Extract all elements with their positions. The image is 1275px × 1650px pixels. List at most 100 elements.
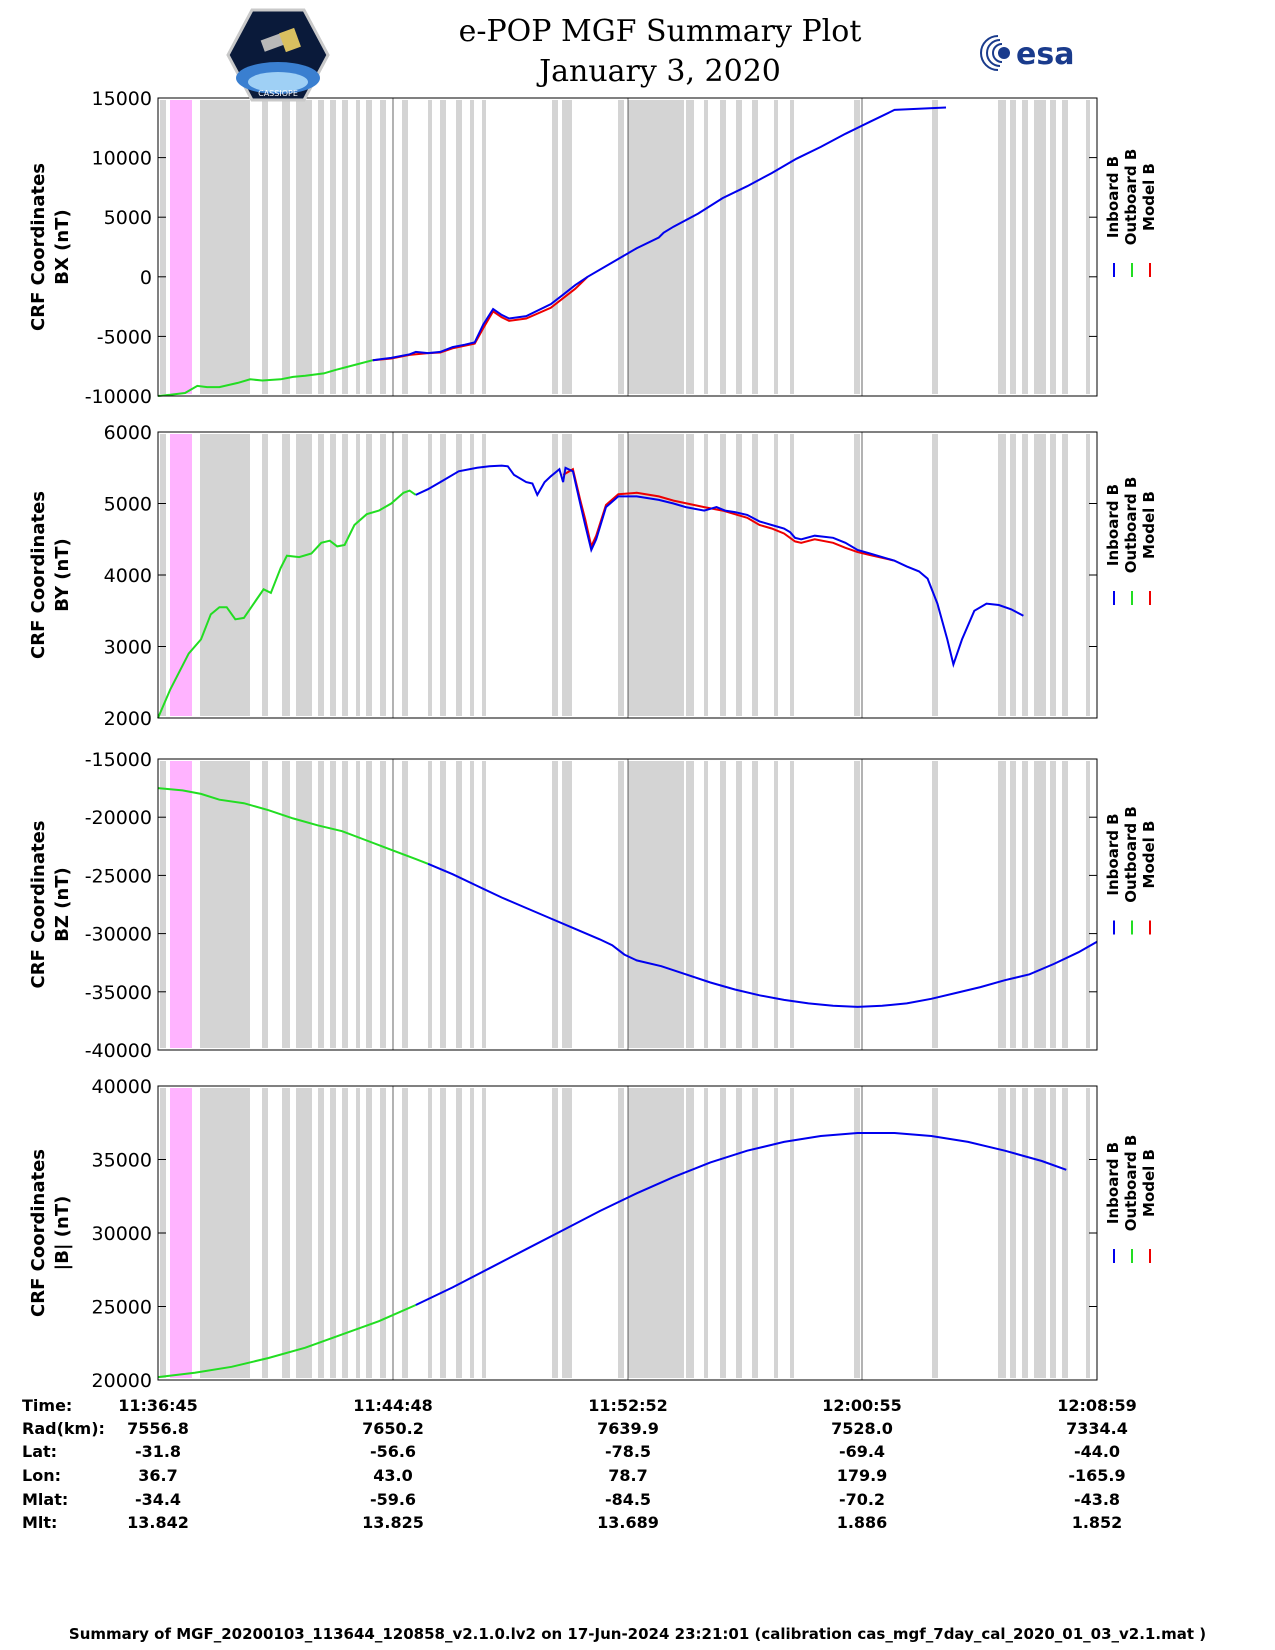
series-line-outboard-b — [157, 489, 417, 719]
legend-label: Outboard B — [1122, 149, 1140, 246]
data-gap-band — [356, 434, 360, 716]
data-gap-band — [854, 761, 860, 1048]
series-line-inboard-b — [427, 862, 1098, 1008]
data-gap-band — [552, 761, 558, 1048]
y-axis-label: CRF Coordinates — [28, 821, 49, 989]
data-gap-band — [380, 100, 386, 394]
info-value: 11:36:45 — [118, 1396, 198, 1415]
data-gap-band — [1086, 1088, 1090, 1378]
y-tick-label: 3000 — [104, 637, 152, 659]
data-gap-band — [998, 100, 1006, 394]
data-gap-band — [1022, 1088, 1028, 1378]
info-value: 13.825 — [362, 1513, 424, 1532]
y-tick-label: 35000 — [92, 1150, 152, 1172]
y-tick-label: -20000 — [85, 807, 152, 829]
data-gap-band — [628, 434, 684, 716]
data-gap-band — [318, 100, 324, 394]
data-gap-band — [282, 761, 290, 1048]
data-gap-band — [1050, 434, 1056, 716]
data-gap-band — [380, 761, 386, 1048]
y-tick-label: -35000 — [85, 982, 152, 1004]
legend-label: Model B — [1140, 163, 1158, 231]
info-value: -69.4 — [838, 1442, 886, 1461]
data-gap-band — [618, 761, 624, 1048]
y-tick-label: 4000 — [104, 565, 152, 587]
footer-caption: Summary of MGF_20200103_113644_120858_v2… — [68, 1625, 1207, 1643]
series-line-inboard-b — [372, 106, 947, 362]
data-gap-band — [262, 761, 268, 1048]
legend-label: Outboard B — [1122, 806, 1140, 903]
data-gap-band — [440, 434, 446, 716]
data-gap-band — [262, 100, 268, 394]
plot-frame — [157, 758, 1098, 1051]
data-gap-band — [628, 761, 684, 1048]
data-gap-band — [1050, 761, 1056, 1048]
data-gap-band — [686, 434, 694, 716]
esa-logo: esa — [980, 35, 1074, 72]
y-tick-label: 0 — [140, 267, 152, 289]
data-gap-band — [330, 761, 336, 1048]
highlight-band — [170, 1088, 192, 1378]
info-row-label: Lat: — [22, 1442, 58, 1461]
data-gap-band — [456, 1088, 462, 1378]
y-tick-label: -30000 — [85, 924, 152, 946]
legend-label: Outboard B — [1122, 1135, 1140, 1232]
panel-3: -15000 -20000 -25000 -30000 -35000 -40000 CRF … — [28, 749, 1158, 1062]
highlight-band — [170, 761, 192, 1048]
data-gap-band — [366, 761, 372, 1048]
plot-date: January 3, 2020 — [539, 54, 781, 89]
data-gap-band — [482, 100, 486, 394]
y-tick-label: -40000 — [85, 1040, 152, 1062]
data-gap-band — [704, 761, 708, 1048]
data-gap-band — [366, 434, 372, 716]
data-gap-band — [1010, 434, 1016, 716]
legend-label: Model B — [1140, 821, 1158, 889]
y-axis-label: CRF Coordinates — [28, 163, 49, 331]
data-gap-band — [998, 1088, 1006, 1378]
data-gap-band — [330, 100, 336, 394]
y-axis-label: CRF Coordinates — [28, 1149, 49, 1317]
data-gap-band — [482, 434, 486, 716]
data-gap-band — [552, 434, 558, 716]
data-gap-band — [790, 100, 794, 394]
y-axis-label: |B| (nT) — [52, 1196, 73, 1271]
data-gap-band — [470, 434, 474, 716]
data-gap-band — [402, 434, 408, 716]
series-line-outboard-b — [157, 787, 429, 865]
y-axis-label: BY (nT) — [52, 538, 73, 612]
info-value: 7528.0 — [831, 1419, 893, 1438]
y-tick-label: 5000 — [104, 207, 152, 229]
y-tick-label: 20000 — [92, 1370, 152, 1392]
y-tick-label: 6000 — [104, 422, 152, 444]
data-gap-band — [562, 100, 572, 394]
info-value: -165.9 — [1068, 1466, 1126, 1485]
data-gap-band — [774, 100, 778, 394]
info-row-label: Time: — [22, 1396, 73, 1415]
series-line-model-b — [562, 467, 895, 562]
info-value: 7639.9 — [597, 1419, 659, 1438]
data-gap-band — [440, 100, 446, 394]
data-gap-band — [790, 434, 794, 716]
data-gap-band — [720, 434, 726, 716]
y-tick-label: -25000 — [85, 865, 152, 887]
data-gap-band — [402, 1088, 408, 1378]
info-value: -59.6 — [369, 1490, 417, 1509]
data-gap-band — [752, 434, 758, 716]
data-gap-band — [1034, 434, 1046, 716]
data-gap-band — [736, 1088, 742, 1378]
highlight-band — [170, 434, 192, 716]
data-gap-band — [752, 100, 758, 394]
data-gap-band — [402, 761, 408, 1048]
data-gap-band — [998, 761, 1006, 1048]
y-tick-label: 25000 — [92, 1297, 152, 1319]
info-value: 1.886 — [836, 1513, 888, 1532]
info-row-label: Rad(km): — [22, 1419, 105, 1438]
data-gap-band — [1062, 434, 1068, 716]
data-gap-band — [704, 100, 708, 394]
legend-label: Model B — [1140, 491, 1158, 559]
info-value: -78.5 — [604, 1442, 652, 1461]
data-gap-band — [854, 100, 860, 394]
data-gap-band — [318, 1088, 324, 1378]
y-tick-label: 5000 — [104, 494, 152, 516]
data-gap-band — [200, 761, 250, 1048]
